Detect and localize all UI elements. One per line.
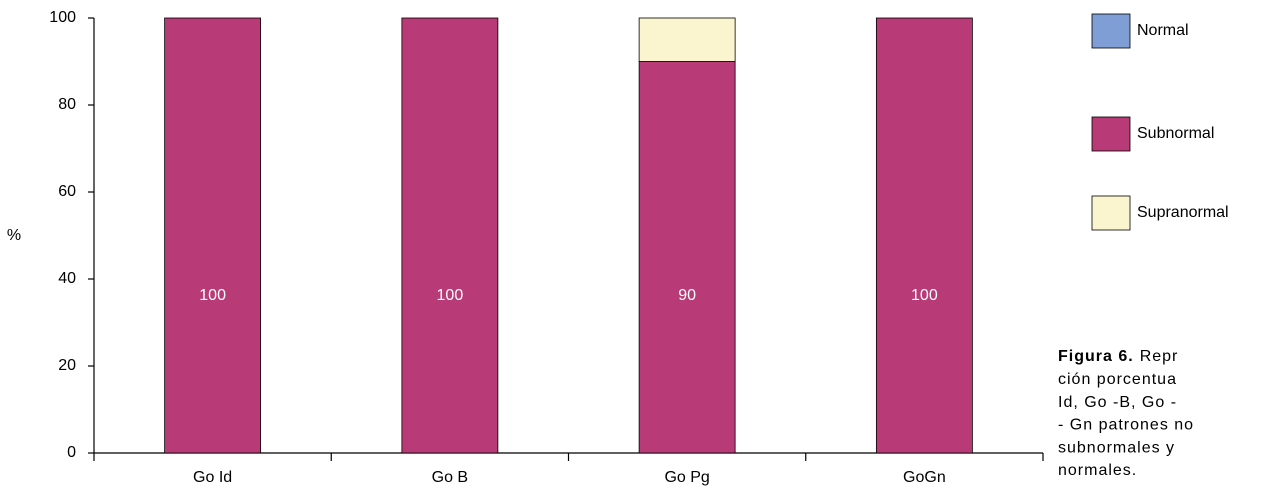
caption-line: Figura 6. Repr	[1058, 348, 1178, 365]
legend-label: Normal	[1137, 22, 1189, 39]
x-tick-label: Go B	[432, 469, 468, 486]
y-tick-label: 20	[58, 357, 76, 374]
x-tick-label: Go Pg	[664, 469, 709, 486]
bar	[164, 17, 262, 454]
y-tick-label: 0	[67, 444, 76, 461]
y-axis-label: %	[7, 227, 21, 244]
y-tick-label: 80	[58, 96, 76, 113]
legend-label: Subnormal	[1137, 125, 1214, 142]
legend-swatch	[1091, 116, 1131, 152]
legend-swatch	[1091, 13, 1131, 49]
data-label: 90	[678, 287, 696, 304]
data-label: 100	[199, 287, 226, 304]
x-tick-label: GoGn	[903, 469, 946, 486]
bar	[638, 61, 736, 454]
legend-label: Supranormal	[1137, 204, 1229, 221]
x-tick-label: Go Id	[193, 469, 232, 486]
bar	[875, 17, 973, 454]
caption-label: Figura 6.	[1058, 348, 1134, 365]
caption-line: normales.	[1058, 462, 1137, 479]
caption-line: - Gn patrones no	[1058, 417, 1194, 434]
legend-swatch	[1091, 195, 1131, 231]
bar	[638, 17, 736, 62]
y-tick-label: 40	[58, 270, 76, 287]
caption-text: Repr	[1140, 348, 1179, 365]
data-label: 100	[911, 287, 938, 304]
caption-line: ción porcentua	[1058, 371, 1177, 388]
bar	[401, 17, 499, 454]
y-tick-label: 60	[58, 183, 76, 200]
data-label: 100	[437, 287, 464, 304]
y-tick-label: 100	[49, 9, 76, 26]
caption-line: subnormales y	[1058, 439, 1175, 456]
caption-line: Id, Go -B, Go -	[1058, 394, 1177, 411]
